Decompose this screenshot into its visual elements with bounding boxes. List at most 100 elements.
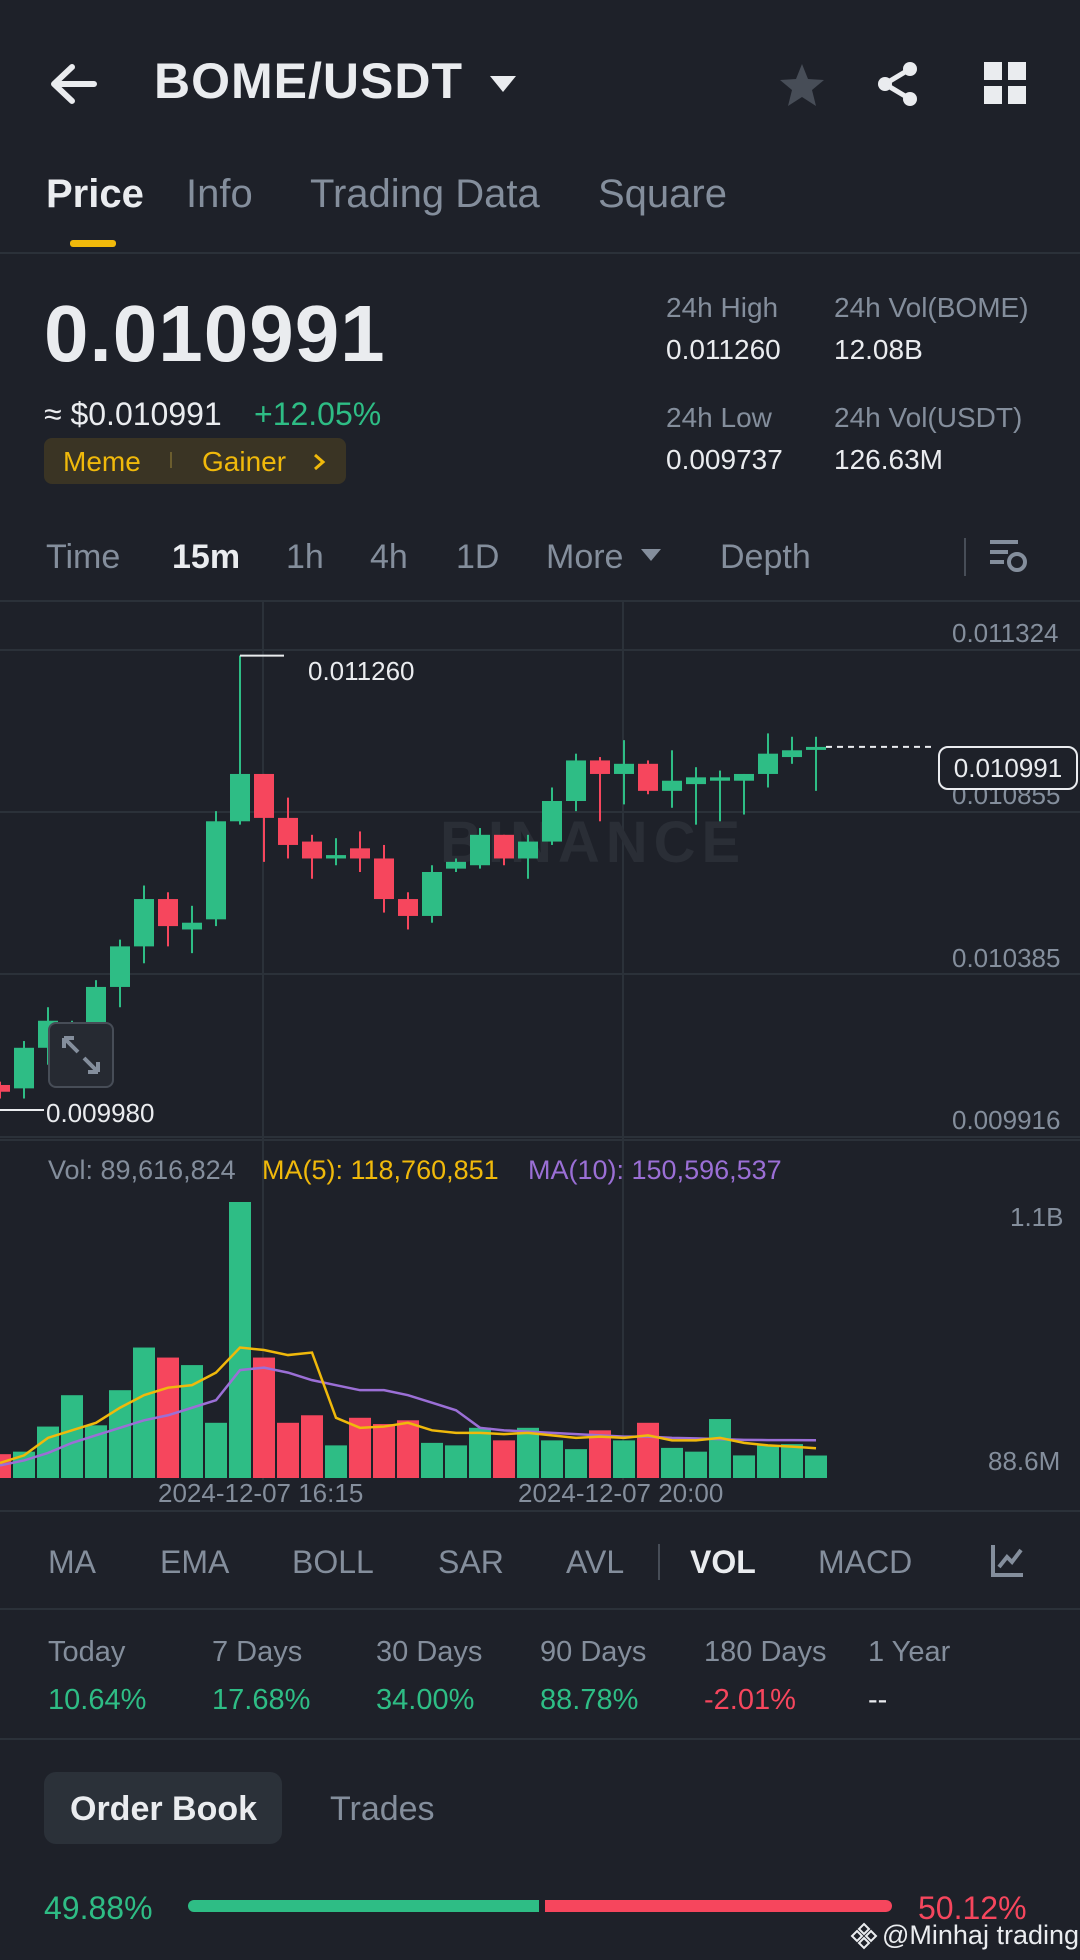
interval-1h[interactable]: 1h bbox=[286, 538, 324, 576]
dropdown-caret-icon[interactable] bbox=[488, 74, 518, 94]
volume-bar bbox=[757, 1445, 779, 1478]
indicator-ema[interactable]: EMA bbox=[160, 1544, 230, 1580]
divider bbox=[0, 252, 1080, 254]
candle-body bbox=[326, 855, 346, 859]
tab-price[interactable]: Price bbox=[46, 172, 144, 216]
candle-body bbox=[254, 773, 274, 818]
fullscreen-button[interactable] bbox=[48, 1022, 114, 1088]
volume-bar bbox=[661, 1447, 683, 1478]
perf-label-90d: 90 Days bbox=[540, 1636, 647, 1668]
order-book-tab-bg[interactable] bbox=[44, 1772, 282, 1844]
candle-body bbox=[350, 848, 370, 859]
volume-bar bbox=[613, 1440, 635, 1478]
ask-percent: 50.12% bbox=[918, 1890, 1027, 1926]
volume-bar bbox=[589, 1430, 611, 1478]
candle-body bbox=[638, 763, 658, 791]
interval-time[interactable]: Time bbox=[46, 538, 121, 576]
candle-body bbox=[758, 753, 778, 774]
price-chart[interactable]: BINANCE bbox=[0, 600, 1080, 1480]
candle-body bbox=[158, 899, 178, 927]
indicator-boll[interactable]: BOLL bbox=[292, 1544, 374, 1580]
volume-bar bbox=[397, 1420, 419, 1478]
binance-logo-icon bbox=[850, 1922, 878, 1950]
share-icon[interactable] bbox=[874, 60, 922, 108]
change-percent: +12.05% bbox=[254, 396, 382, 432]
price-axis-label: 0.009916 bbox=[952, 1105, 1061, 1135]
candle-body bbox=[302, 841, 322, 859]
volume-bar bbox=[133, 1347, 155, 1478]
ma10-readout: MA(10): 150,596,537 bbox=[528, 1155, 782, 1185]
time-axis-label: 2024-12-07 20:00 bbox=[518, 1478, 724, 1508]
low-value: 0.009737 bbox=[666, 444, 783, 475]
volume-bar bbox=[565, 1449, 587, 1478]
volume-bar bbox=[85, 1425, 107, 1478]
candle-body bbox=[494, 834, 514, 859]
volume-bar bbox=[421, 1442, 443, 1478]
indicator-macd[interactable]: MACD bbox=[818, 1544, 913, 1580]
candle-body bbox=[446, 861, 466, 869]
watermark-text: @Minhaj trading bbox=[882, 1920, 1080, 1950]
candle-body bbox=[230, 773, 250, 822]
volume-bar bbox=[517, 1427, 539, 1478]
indicator-sar[interactable]: SAR bbox=[438, 1544, 504, 1580]
tab-trades[interactable]: Trades bbox=[330, 1790, 435, 1828]
back-arrow-icon[interactable] bbox=[48, 62, 100, 106]
indicator-chart-icon[interactable] bbox=[990, 1542, 1026, 1578]
tab-order-book[interactable]: Order Book bbox=[70, 1790, 258, 1828]
candle-body bbox=[422, 872, 442, 916]
volume-bar bbox=[229, 1202, 251, 1478]
chart-settings-icon[interactable] bbox=[988, 538, 1028, 574]
perf-value-30d: 34.00% bbox=[376, 1684, 475, 1716]
expand-icon bbox=[62, 1036, 100, 1074]
tag-chip[interactable] bbox=[44, 438, 346, 484]
time-axis-label: 2024-12-07 16:15 bbox=[158, 1478, 364, 1508]
perf-value-90d: 88.78% bbox=[540, 1684, 639, 1716]
candle-body bbox=[662, 780, 682, 791]
grid-icon[interactable] bbox=[984, 62, 1026, 104]
ma5-line bbox=[0, 1346, 817, 1465]
tag-gainer[interactable]: Gainer bbox=[202, 446, 287, 477]
volume-bar bbox=[373, 1424, 395, 1478]
candle-body bbox=[782, 750, 802, 758]
ask-ratio-bar bbox=[545, 1900, 892, 1912]
active-tab-indicator bbox=[70, 240, 116, 247]
tab-trading-data[interactable]: Trading Data bbox=[310, 172, 540, 216]
perf-value-180d: -2.01% bbox=[704, 1684, 796, 1716]
volume-bar bbox=[685, 1451, 707, 1478]
candle-body bbox=[134, 899, 154, 947]
interval-depth[interactable]: Depth bbox=[720, 538, 811, 576]
more-caret-icon[interactable] bbox=[640, 548, 662, 562]
candle-body bbox=[182, 922, 202, 930]
volume-bar bbox=[205, 1422, 227, 1478]
interval-15m[interactable]: 15m bbox=[172, 538, 241, 576]
bid-percent: 49.88% bbox=[44, 1890, 153, 1926]
divider bbox=[0, 1738, 1080, 1740]
indicator-vol[interactable]: VOL bbox=[690, 1544, 756, 1580]
bid-ratio-bar bbox=[188, 1900, 539, 1912]
pair-title[interactable]: BOME/USDT bbox=[154, 53, 463, 109]
interval-4h[interactable]: 4h bbox=[370, 538, 408, 576]
candle-body bbox=[734, 773, 754, 781]
volume-bar bbox=[349, 1417, 371, 1478]
interval-more[interactable]: More bbox=[546, 538, 624, 576]
candle-body bbox=[710, 777, 730, 781]
tab-square[interactable]: Square bbox=[598, 172, 727, 216]
star-icon[interactable] bbox=[778, 62, 826, 108]
candle-body bbox=[278, 817, 298, 845]
perf-label-30d: 30 Days bbox=[376, 1636, 483, 1668]
indicator-ma[interactable]: MA bbox=[48, 1544, 96, 1580]
indicator-avl[interactable]: AVL bbox=[566, 1544, 625, 1580]
chevron-right-icon[interactable] bbox=[312, 452, 326, 472]
perf-label-today: Today bbox=[48, 1636, 126, 1668]
volume-bar bbox=[253, 1357, 275, 1478]
tab-info[interactable]: Info bbox=[186, 172, 253, 216]
candle-body bbox=[614, 763, 634, 774]
candle-body bbox=[518, 841, 538, 859]
volume-bar bbox=[445, 1445, 467, 1478]
tag-meme[interactable]: Meme bbox=[63, 446, 141, 477]
perf-label-1y: 1 Year bbox=[868, 1636, 951, 1668]
price-axis-label: 0.011324 bbox=[952, 618, 1059, 648]
tag-separator bbox=[170, 452, 172, 468]
volume-axis-top: 1.1B bbox=[1010, 1202, 1064, 1232]
interval-1d[interactable]: 1D bbox=[456, 538, 500, 576]
